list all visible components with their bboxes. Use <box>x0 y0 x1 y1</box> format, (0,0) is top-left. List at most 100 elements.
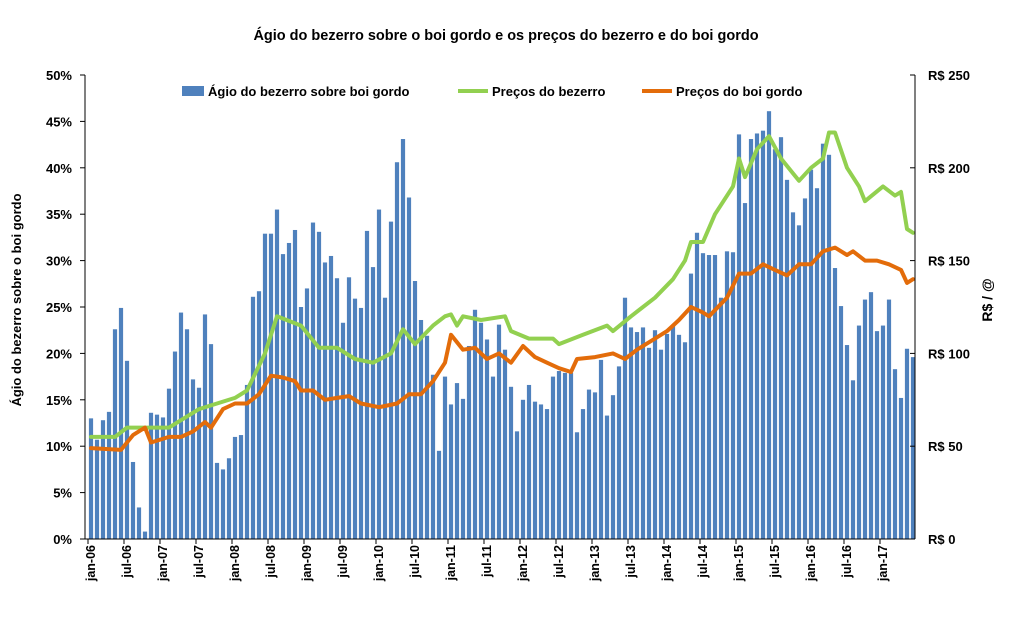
x-tick-label: jan-17 <box>876 545 890 582</box>
bar <box>460 398 466 539</box>
bar <box>778 137 784 539</box>
bar <box>118 307 124 539</box>
bar <box>706 255 712 540</box>
bar <box>820 143 826 539</box>
bar <box>226 458 232 539</box>
left-tick-label: 20% <box>46 346 72 361</box>
bar <box>640 327 646 539</box>
bar <box>790 212 796 539</box>
bar <box>610 395 616 539</box>
bar <box>700 253 706 539</box>
bar <box>826 154 832 540</box>
x-tick-label: jan-13 <box>588 545 602 582</box>
bar <box>886 299 892 539</box>
x-tick-label: jan-16 <box>804 545 818 582</box>
bar <box>130 461 136 539</box>
bar <box>586 389 592 539</box>
bar <box>424 335 430 539</box>
bar <box>340 322 346 539</box>
bar <box>394 162 400 539</box>
bar <box>868 292 874 539</box>
bar <box>772 149 778 540</box>
x-tick-label: jan-10 <box>372 545 386 582</box>
bar <box>160 417 166 539</box>
bar <box>658 349 664 539</box>
left-tick-label: 40% <box>46 161 72 176</box>
bar <box>148 412 154 539</box>
bar <box>676 334 682 539</box>
bar <box>202 314 208 539</box>
x-tick-label: jul-06 <box>120 545 134 579</box>
bar <box>688 273 694 539</box>
bar <box>430 374 436 539</box>
x-tick-label: jan-09 <box>300 545 314 582</box>
bar <box>526 384 532 539</box>
bar <box>346 277 352 539</box>
x-tick-label: jul-15 <box>768 545 782 579</box>
bar <box>784 179 790 539</box>
bar <box>310 222 316 539</box>
bar <box>352 298 358 539</box>
bar <box>544 409 550 539</box>
bar <box>694 232 700 539</box>
left-tick-label: 15% <box>46 393 72 408</box>
bar <box>268 233 274 540</box>
bar <box>220 469 226 539</box>
bar <box>304 288 310 539</box>
x-tick-label: jul-08 <box>264 545 278 579</box>
bar <box>850 380 856 539</box>
legend-label-bezerro: Preços do bezerro <box>492 84 605 99</box>
bar <box>94 439 100 539</box>
right-tick-label: R$ 0 <box>928 532 955 547</box>
x-tick-label: jul-10 <box>408 545 422 579</box>
bar <box>364 230 370 540</box>
bar <box>466 345 472 539</box>
line-series <box>89 130 915 452</box>
bar <box>880 325 886 539</box>
x-tick-label: jan-12 <box>516 545 530 582</box>
bar <box>712 255 718 540</box>
bar <box>358 307 364 539</box>
left-tick-label: 35% <box>46 207 72 222</box>
bar <box>400 139 406 540</box>
right-tick-label: R$ 100 <box>928 346 970 361</box>
bar <box>166 388 172 539</box>
bar <box>508 386 514 539</box>
bar <box>874 331 880 539</box>
bar <box>436 450 442 539</box>
bar <box>280 254 286 539</box>
legend-label-agio: Ágio do bezerro sobre boi gordo <box>208 84 410 99</box>
bar <box>760 130 766 539</box>
bar <box>142 531 148 539</box>
legend-bar-swatch <box>182 86 204 96</box>
bar <box>448 404 454 539</box>
bar <box>856 325 862 539</box>
bar <box>88 418 94 539</box>
bar <box>316 231 322 539</box>
right-tick-label: R$ 50 <box>928 439 963 454</box>
bar <box>652 330 658 539</box>
line-bezerro <box>89 130 915 439</box>
left-tick-label: 50% <box>46 68 72 83</box>
bar <box>766 111 772 539</box>
x-tick-label: jul-12 <box>552 545 566 579</box>
bar <box>196 387 202 539</box>
bar <box>406 197 412 539</box>
legend: Ágio do bezerro sobre boi gordo Preços d… <box>182 84 802 99</box>
bar <box>370 267 376 539</box>
bar <box>172 351 178 539</box>
bar <box>616 366 622 539</box>
bar <box>862 299 868 539</box>
bar <box>892 369 898 539</box>
bar <box>808 169 814 539</box>
left-tick-label: 10% <box>46 439 72 454</box>
bar <box>898 397 904 539</box>
bar <box>724 251 730 539</box>
x-tick-label: jul-16 <box>840 545 854 579</box>
bar <box>454 383 460 539</box>
bar <box>904 348 910 539</box>
right-tick-label: R$ 200 <box>928 161 970 176</box>
right-axis-title: R$ / @ <box>979 278 995 321</box>
bar <box>502 349 508 539</box>
